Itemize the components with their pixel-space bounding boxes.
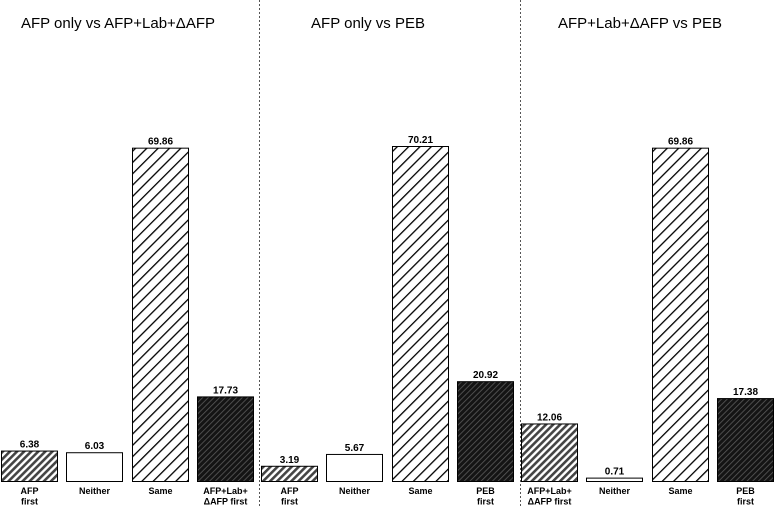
bar-value-label: 69.86	[148, 137, 173, 148]
category-label: first	[477, 497, 494, 506]
bar-afp-lab-afp-first	[197, 396, 254, 482]
category-label: Neither	[599, 486, 631, 496]
category-label: first	[281, 497, 298, 506]
category-label: Same	[408, 486, 432, 496]
bar-peb-first	[717, 398, 774, 482]
bar-value-label: 17.38	[733, 387, 758, 398]
bar-afp-lab-afp-first	[521, 423, 578, 482]
category-label: AFP	[281, 486, 299, 496]
bar-value-label: 70.21	[408, 135, 433, 146]
bar-value-label: 17.73	[213, 385, 238, 396]
bar-value-label: 0.71	[605, 467, 625, 478]
category-label: ΔAFP first	[528, 497, 572, 506]
bar-value-label: 6.38	[20, 440, 40, 451]
panel-title: AFP only vs AFP+Lab+ΔAFP	[21, 15, 215, 32]
category-label: Same	[668, 486, 692, 496]
bar-neither	[66, 452, 123, 482]
bar-neither	[586, 477, 643, 482]
bar-value-label: 12.06	[537, 412, 562, 423]
bar-value-label: 3.19	[280, 455, 300, 466]
panel-2: AFP only vs PEB3.19AFPfirst5.67Neither70…	[261, 15, 514, 506]
bar-value-label: 5.67	[345, 443, 365, 454]
category-label: Neither	[79, 486, 111, 496]
category-label: PEB	[736, 486, 755, 496]
bar-neither	[326, 453, 383, 483]
panel-title: AFP only vs PEB	[311, 15, 425, 32]
category-label: AFP	[21, 486, 39, 496]
category-label: AFP+Lab+	[527, 486, 572, 496]
bar-value-label: 6.03	[85, 441, 105, 452]
bar-same	[652, 147, 709, 482]
category-label: Same	[148, 486, 172, 496]
category-label: PEB	[476, 486, 495, 496]
category-label: Neither	[339, 486, 371, 496]
panel-title: AFP+Lab+ΔAFP vs PEB	[558, 15, 722, 32]
bar-afp-first	[1, 450, 58, 483]
category-label: first	[21, 497, 38, 506]
bar-value-label: 69.86	[668, 137, 693, 148]
bar-value-label: 20.92	[473, 370, 498, 381]
panel-3: AFP+Lab+ΔAFP vs PEB 12.06 AFP+Lab+ΔAFP fir…	[521, 15, 774, 506]
bar-same	[132, 147, 189, 482]
category-label: AFP+Lab+	[203, 486, 248, 496]
category-label: first	[737, 497, 754, 506]
category-label: ΔAFP first	[204, 497, 248, 506]
bar-peb-first	[457, 381, 514, 482]
bar-same	[392, 146, 449, 482]
bar-afp-first	[261, 465, 318, 483]
